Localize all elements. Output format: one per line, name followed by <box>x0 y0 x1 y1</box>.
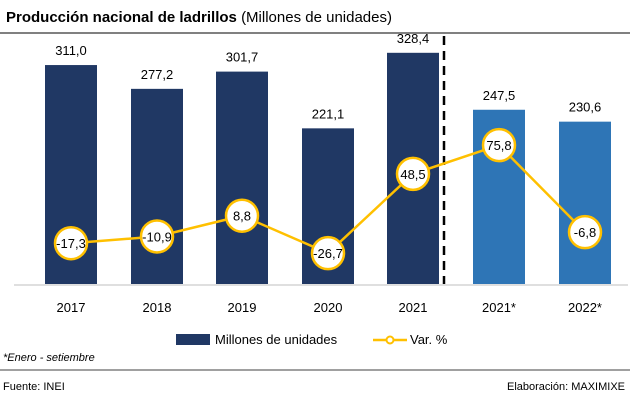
x-tick-label: 2022* <box>568 300 602 315</box>
legend-line-marker <box>385 335 395 345</box>
var-marker <box>481 127 517 163</box>
legend-line-label: Var. % <box>410 332 448 347</box>
bar-2022* <box>559 121 611 285</box>
var-marker <box>53 225 89 261</box>
bar-value-label: 277,2 <box>141 67 174 82</box>
bar-2018 <box>131 88 183 284</box>
legend-bar-swatch <box>176 334 210 345</box>
x-tick-label: 2021 <box>399 300 428 315</box>
bar-value-label: 328,4 <box>397 31 430 46</box>
var-value-label: -6,8 <box>574 225 596 240</box>
bar-value-label: 301,7 <box>226 50 259 65</box>
x-tick-label: 2019 <box>228 300 257 315</box>
bar-value-label: 311,0 <box>55 43 87 58</box>
var-value-label: 8,8 <box>233 209 251 224</box>
var-marker <box>567 214 603 250</box>
var-marker <box>139 219 175 254</box>
x-tick-label: 2020 <box>314 300 343 315</box>
bar-value-label: 230,6 <box>569 100 602 115</box>
bar-value-label: 247,5 <box>483 88 516 103</box>
bar-2019 <box>216 71 268 284</box>
var-marker <box>395 156 431 192</box>
chart-title: Producción nacional de ladrillos (Millon… <box>6 9 392 26</box>
x-tick-label: 2018 <box>143 300 172 315</box>
var-value-label: -10,9 <box>142 229 172 244</box>
x-tick-label: 2017 <box>57 300 86 315</box>
footnote: *Enero - setiembre <box>3 352 95 364</box>
legend: Millones de unidades Var. % <box>176 332 448 347</box>
var-value-label: -17,3 <box>56 236 86 251</box>
source: Fuente: INEI <box>3 381 65 393</box>
legend-bar-label: Millones de unidades <box>215 332 338 347</box>
var-value-label: 75,8 <box>486 138 511 153</box>
var-value-label: -26,7 <box>313 246 343 261</box>
bar-value-label: 221,1 <box>312 106 345 121</box>
var-value-label: 48,5 <box>400 167 425 182</box>
var-marker <box>310 235 346 271</box>
var-marker <box>224 198 260 233</box>
credit: Elaboración: MAXIMIXE <box>507 381 625 393</box>
x-tick-label: 2021* <box>482 300 516 315</box>
